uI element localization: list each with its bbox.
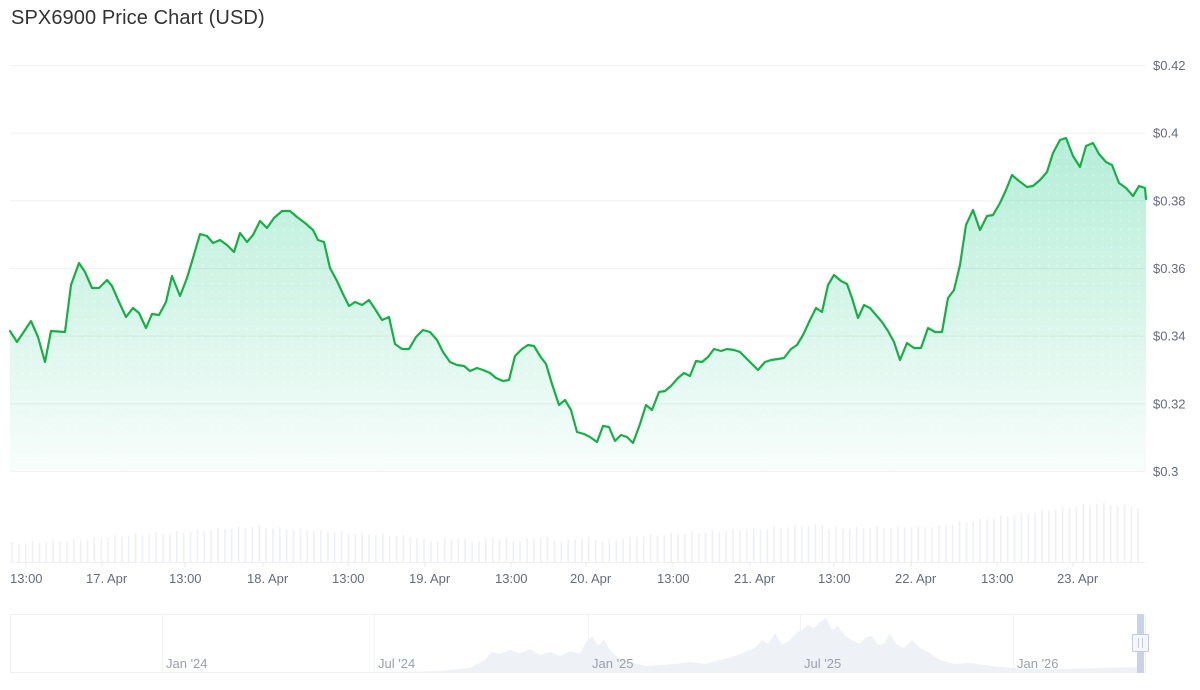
x-axis-label: 13:00 [332,571,365,586]
x-axis-label: 13:00 [10,571,43,586]
x-axis-label: 13:00 [981,571,1014,586]
navigator-label: Jan '25 [592,656,634,671]
navigator-label: Jan '24 [166,656,208,671]
x-axis-label: 13:00 [495,571,528,586]
navigator-labels: Jan '24 Jul '24 Jan '25 Jul '25 Jan '26 [166,656,1059,671]
x-axis-label: 18. Apr [247,571,289,586]
y-axis-label: $0.32 [1153,396,1186,411]
price-line[interactable] [8,136,1148,445]
y-axis-label: $0.4 [1153,126,1178,141]
navigator-handle[interactable] [1132,634,1149,652]
y-axis-label: $0.42 [1153,58,1186,73]
x-axis-label: 13:00 [818,571,851,586]
x-axis-label: 13:00 [657,571,690,586]
x-axis-label: 23. Apr [1057,571,1099,586]
navigator-label: Jul '25 [804,656,841,671]
grid-lines [10,65,1145,472]
x-axis-labels: 13:00 17. Apr 13:00 18. Apr 13:00 19. Apr 13:0… [10,562,1099,586]
x-axis-label: 17. Apr [86,571,128,586]
x-axis-label: 19. Apr [409,571,451,586]
y-axis-label: $0.34 [1153,329,1186,344]
y-axis-label: $0.3 [1153,464,1178,479]
navigator-label: Jan '26 [1017,656,1059,671]
navigator-series [400,618,1137,672]
x-axis-label: 13:00 [169,571,202,586]
y-axis-label: $0.38 [1153,193,1186,208]
navigator-label: Jul '24 [378,656,415,671]
price-area [8,136,1148,471]
x-axis-label: 22. Apr [895,571,937,586]
x-axis-label: 21. Apr [734,571,776,586]
chart-title: SPX6900 Price Chart (USD) [11,7,265,29]
y-axis-labels: $0.42 $0.4 $0.38 $0.36 $0.34 $0.32 $0.3 [1153,58,1186,479]
y-axis-label: $0.36 [1153,261,1186,276]
volume-bars [10,502,1145,563]
x-axis-label: 20. Apr [570,571,612,586]
navigator[interactable]: Jan '24 Jul '24 Jan '25 Jul '25 Jan '26 [10,614,1149,673]
